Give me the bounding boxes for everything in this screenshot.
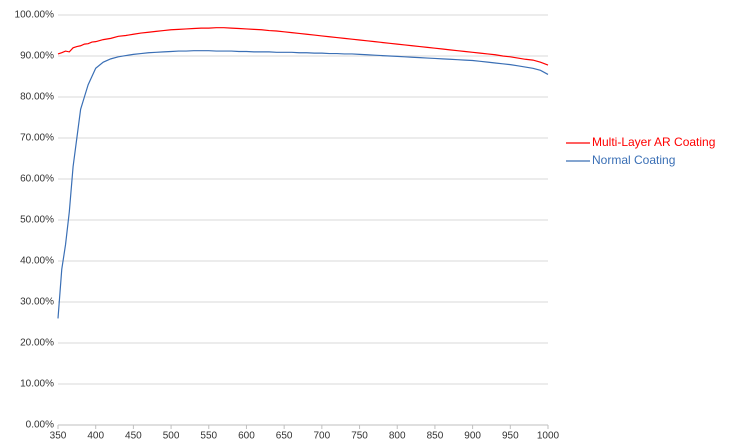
x-tick-label: 1000 — [537, 431, 560, 442]
x-tick-label: 900 — [464, 431, 481, 442]
y-tick-label: 60.00% — [20, 174, 54, 185]
x-tick-label: 600 — [238, 431, 255, 442]
y-tick-label: 70.00% — [20, 133, 54, 144]
legend-label: Normal Coating — [592, 153, 675, 167]
x-tick-label: 950 — [502, 431, 519, 442]
y-tick-label: 50.00% — [20, 215, 54, 226]
x-tick-label: 350 — [50, 431, 67, 442]
y-tick-label: 40.00% — [20, 256, 54, 267]
y-tick-label: 0.00% — [26, 420, 54, 431]
x-tick-label: 650 — [276, 431, 293, 442]
x-tick-label: 550 — [200, 431, 217, 442]
y-tick-label: 20.00% — [20, 338, 54, 349]
series-line — [57, 27, 549, 66]
y-tick-label: 100.00% — [15, 10, 55, 21]
x-tick-label: 700 — [314, 431, 331, 442]
x-tick-label: 450 — [125, 431, 142, 442]
x-tick-label: 800 — [389, 431, 406, 442]
y-tick-label: 90.00% — [20, 51, 54, 62]
x-tick-label: 750 — [351, 431, 368, 442]
y-tick-label: 10.00% — [20, 379, 54, 390]
x-tick-label: 850 — [427, 431, 444, 442]
legend-label: Multi-Layer AR Coating — [592, 135, 715, 149]
x-tick-label: 500 — [163, 431, 180, 442]
y-tick-label: 80.00% — [20, 92, 54, 103]
y-tick-label: 30.00% — [20, 297, 54, 308]
series-line — [57, 50, 549, 319]
x-tick-label: 400 — [87, 431, 104, 442]
